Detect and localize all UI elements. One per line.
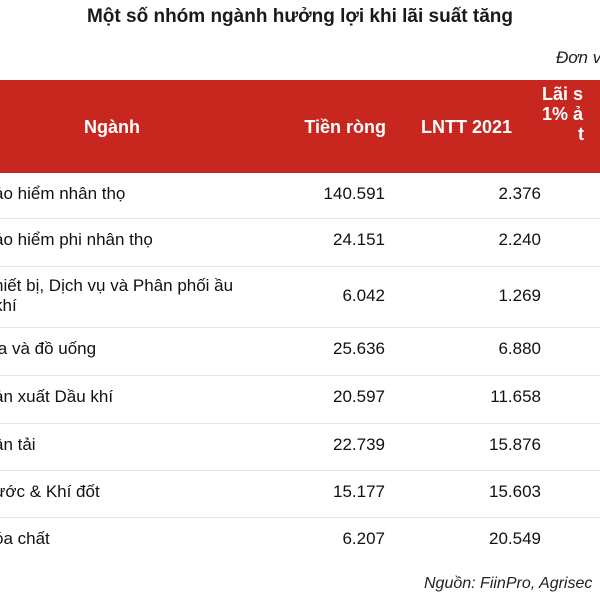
cell-lntt: 15.603 <box>489 482 541 501</box>
table-row: ảo hiểm phi nhân thọ 24.151 2.240 <box>0 219 600 267</box>
cell-nganh: ảo hiểm nhân thọ <box>0 184 126 203</box>
table-row: ản xuất Dầu khí 20.597 11.658 <box>0 376 600 424</box>
table-header: Ngành Tiền ròng LNTT 2021 Lãi s 1% ả t <box>0 80 600 173</box>
cell-nganh: ảo hiểm phi nhân thọ <box>0 230 153 249</box>
cell-nganh: ia và đồ uống <box>0 339 97 358</box>
header-lai-suat: Lãi s 1% ả t <box>542 84 584 144</box>
cell-tien-rong: 6.207 <box>342 529 385 548</box>
cell-tien-rong: 20.597 <box>333 387 385 406</box>
source-note: Nguồn: FiinPro, Agrisec <box>424 575 593 592</box>
data-table: ảo hiểm nhân thọ 140.591 2.376 ảo hiểm p… <box>0 173 600 564</box>
cell-nganh: ận tải <box>0 435 36 454</box>
unit-label: Đơn v <box>556 48 600 67</box>
cell-nganh: ước & Khí đốt <box>0 482 100 501</box>
cell-tien-rong: 6.042 <box>342 286 385 305</box>
header-lai-suat-line3: t <box>578 124 584 144</box>
table-row: ận tải 22.739 15.876 <box>0 424 600 471</box>
header-lntt-2021: LNTT 2021 <box>420 117 512 137</box>
cell-lntt: 1.269 <box>498 286 541 305</box>
table-row: ia và đồ uống 25.636 6.880 <box>0 328 600 376</box>
cell-tien-rong: 15.177 <box>333 482 385 501</box>
cell-nganh: óa chất <box>0 529 50 548</box>
cell-tien-rong: 140.591 <box>323 184 385 203</box>
cell-lntt: 11.658 <box>490 387 541 406</box>
header-tien-rong: Tiền ròng <box>304 117 386 137</box>
table-row: ảo hiểm nhân thọ 140.591 2.376 <box>0 173 600 219</box>
cell-lntt: 2.376 <box>498 184 541 203</box>
table-row: óa chất 6.207 20.549 <box>0 518 600 564</box>
header-nganh: Ngành <box>84 117 140 137</box>
table-title: Một số nhóm ngành hưởng lợi khi lãi suất… <box>86 6 514 27</box>
table-row: ước & Khí đốt 15.177 15.603 <box>0 471 600 518</box>
cell-tien-rong: 22.739 <box>333 435 385 454</box>
cell-lntt: 15.876 <box>489 435 541 454</box>
cell-lntt: 2.240 <box>498 230 541 249</box>
header-lai-suat-line2: 1% ả <box>542 104 584 124</box>
cell-lntt: 6.880 <box>498 339 541 358</box>
cell-tien-rong: 25.636 <box>333 339 385 358</box>
cell-lntt: 20.549 <box>489 529 541 548</box>
cell-tien-rong: 24.151 <box>333 230 385 249</box>
header-lai-suat-line1: Lãi s <box>542 84 584 104</box>
cell-nganh: ản xuất Dầu khí <box>0 387 114 406</box>
cell-nganh: hiết bị, Dịch vụ và Phân phối ầu khí <box>0 276 234 315</box>
table-row: hiết bị, Dịch vụ và Phân phối ầu khí 6.0… <box>0 267 600 328</box>
